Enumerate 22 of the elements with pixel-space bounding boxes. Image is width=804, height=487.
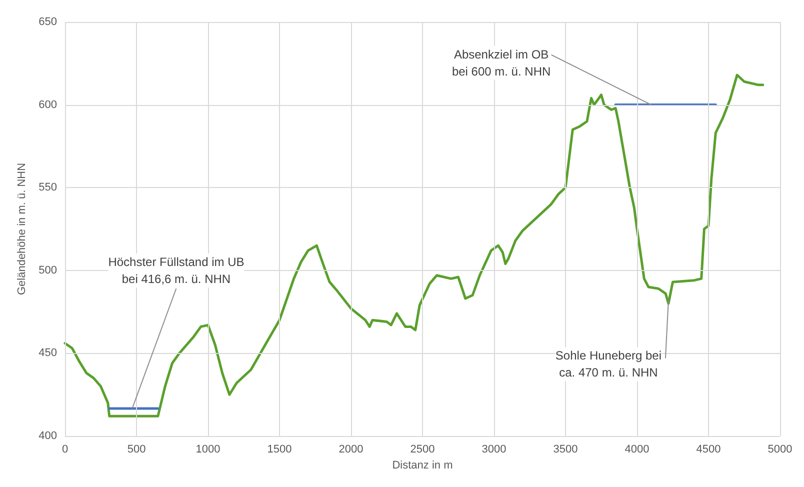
x-tick-label: 4000 <box>624 444 650 456</box>
x-tick-label: 3500 <box>553 444 578 456</box>
y-tick-label: 500 <box>38 264 57 276</box>
y-tick-label: 550 <box>38 182 57 194</box>
x-tick-label: 500 <box>127 444 146 456</box>
x-tick-label: 2500 <box>410 444 435 456</box>
annotation: Höchster Füllstand im UB bei 416,6 m. ü. NHN <box>108 255 244 286</box>
y-axis-title: Geländehöhe in m. ü. NHN <box>16 162 28 296</box>
x-tick-label: 5000 <box>768 444 792 456</box>
x-axis-title: Distanz in m <box>392 459 453 472</box>
y-tick-label: 400 <box>38 430 57 442</box>
annotation: Sohle Huneberg bei ca. 470 m. ü. NHN <box>555 348 662 380</box>
x-tick-label: 1000 <box>196 444 220 456</box>
x-tick-label: 2000 <box>338 444 364 456</box>
annotation: Absenkziel im OB bei 600 m. ü. NHN <box>452 47 551 78</box>
y-tick-label: 600 <box>38 98 57 111</box>
x-tick-label: 1500 <box>267 444 292 456</box>
x-tick-label: 0 <box>62 444 68 456</box>
y-tick-label: 450 <box>38 347 57 360</box>
x-tick-label: 4500 <box>696 444 721 456</box>
y-tick-label: 650 <box>38 16 57 28</box>
x-tick-label: 3000 <box>482 444 506 456</box>
